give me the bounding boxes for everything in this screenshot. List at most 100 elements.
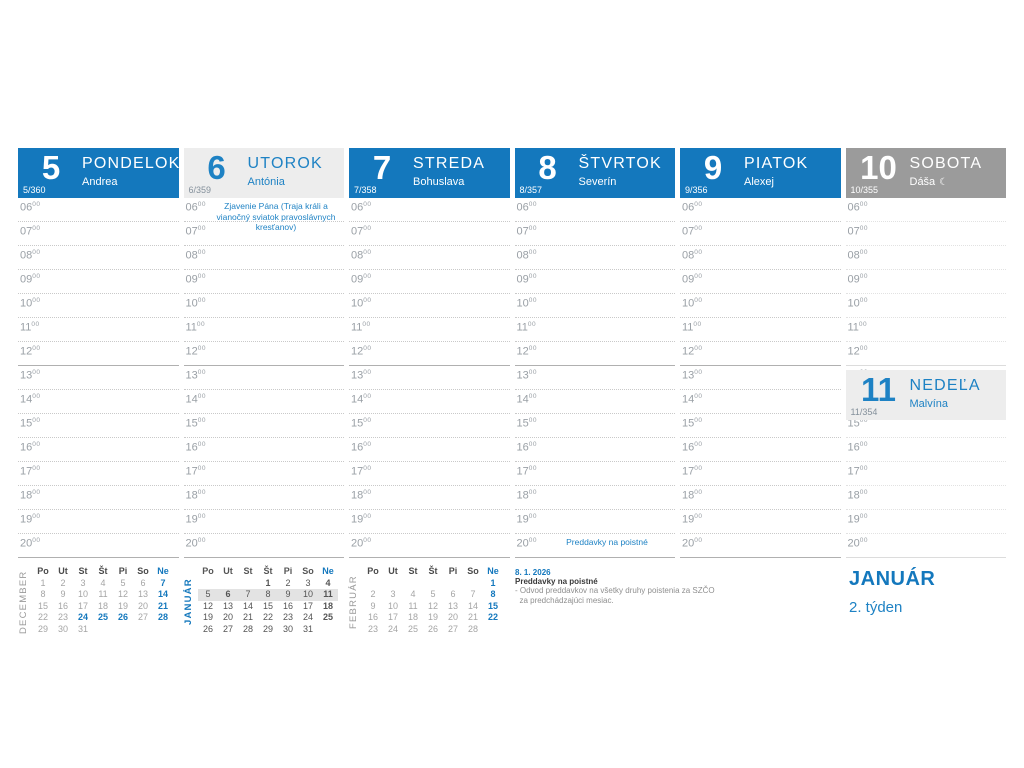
hour-row: 2000	[349, 534, 510, 558]
mini-calendar-week-row: 5 6 7 8 9 10 11	[198, 589, 338, 601]
mini-calendar-month-label: DECEMBER	[18, 570, 29, 634]
hour-label: 1400	[682, 393, 703, 406]
hour-label: 1600	[847, 441, 868, 454]
hour-label: 0800	[847, 249, 868, 262]
hour-label: 0600	[351, 201, 372, 214]
mini-calendar-date	[153, 624, 173, 636]
mini-calendar-week-row: 2 3 4 5 6 7 8	[363, 589, 503, 601]
day-note: Preddavky na poistné	[566, 537, 648, 547]
minute-superscript: 00	[197, 489, 206, 496]
day-of-year: 6/359	[188, 185, 212, 195]
hour-label: 0700	[20, 225, 41, 238]
minute-superscript: 00	[32, 369, 41, 376]
minute-superscript: 00	[363, 225, 372, 232]
minute-superscript: 00	[859, 345, 868, 352]
mini-calendar-date: 29	[262, 623, 273, 634]
mini-calendar-date: 8	[265, 589, 271, 599]
hour-label: 1800	[20, 489, 41, 502]
mini-calendar-day-header: Ne	[322, 566, 334, 576]
hour-row: 1600	[183, 438, 344, 462]
hour-label: 1500	[185, 417, 206, 430]
mini-calendar-date: 16	[367, 612, 378, 622]
day-of-year: 8/357	[519, 185, 543, 195]
minute-superscript: 00	[694, 537, 703, 544]
hour-row: 2000	[18, 534, 179, 558]
minute-superscript: 00	[363, 297, 372, 304]
hour-label: 1600	[185, 441, 206, 454]
bottom-strip: DECEMBER Po Ut St Št Pi So Ne 1 2 3 4 5 6 7 8 9 10 11 12 13 1…	[18, 566, 1006, 638]
minute-superscript: 00	[528, 369, 537, 376]
mini-calendar-date: 5	[120, 577, 126, 588]
hour-row: 1100	[18, 318, 179, 342]
day-of-year: 7/358	[354, 185, 377, 195]
minute-superscript: 00	[32, 297, 41, 304]
mini-calendar-day-header: Pi	[118, 566, 128, 576]
hour-label: 1700	[20, 465, 41, 478]
minute-superscript: 00	[528, 201, 537, 208]
hour-label: 1500	[516, 417, 537, 430]
hour-row: 1400	[18, 390, 179, 414]
hour-label: 1400	[20, 393, 41, 406]
minute-superscript: 00	[528, 345, 537, 352]
hour-row: 0900	[349, 270, 510, 294]
mini-calendar-date: 26	[202, 623, 213, 634]
minute-superscript: 00	[32, 489, 41, 496]
minute-superscript: 00	[528, 441, 537, 448]
day-column-pondelok: 5 5/360 PONDELOK Andrea 0600 0700 0800 0900 1000…	[18, 148, 179, 558]
mini-calendar-date	[238, 578, 258, 590]
mini-calendar-date	[318, 624, 338, 636]
mini-calendar-date: 3	[80, 577, 86, 588]
mini-calendar-date: 10	[302, 589, 313, 599]
mini-calendar-date: 22	[37, 612, 48, 622]
day-number: 6	[207, 149, 226, 186]
hour-label: 0700	[847, 225, 868, 238]
minute-superscript: 00	[197, 441, 206, 448]
hour-label: 1000	[682, 297, 703, 310]
hour-row: 1800	[183, 486, 344, 510]
day-column-štvrtok: 8 8/357 ŠTVRTOK Severín 0600 0700 0800 0900 1000…	[514, 148, 675, 558]
mini-calendar-február: FEBRUÁR Po Ut St Št Pi So Ne 1 2 3 4 5 6 7 8 9 10 11 12 13 14…	[348, 566, 513, 638]
mini-calendar-week-row: 23 24 25 26 27 28	[363, 624, 503, 636]
mini-calendar-date: 23	[282, 612, 293, 622]
notes-block: 8. 1. 2026 Preddavky na poistné - Odvod …	[513, 566, 845, 638]
minute-superscript: 00	[694, 369, 703, 376]
mini-calendar-date: 19	[117, 600, 128, 611]
hour-row: 1900	[183, 510, 344, 534]
mini-calendar-date: 15	[262, 600, 273, 611]
mini-calendar-day-header: Št	[263, 566, 273, 576]
hour-row: 1600	[680, 438, 841, 462]
mini-calendar-day-header: Ut	[388, 566, 398, 576]
minute-superscript: 00	[528, 249, 537, 256]
hour-rows: 0600 Zjavenie Pána (Traja králi a vianočn…	[183, 198, 344, 558]
mini-calendar-date: 29	[37, 623, 48, 634]
note-title: Preddavky na poistné	[515, 577, 598, 586]
mini-calendar-date	[198, 578, 218, 590]
minute-superscript: 00	[197, 417, 206, 424]
mini-calendar-date: 26	[427, 623, 438, 634]
hour-label: 0700	[516, 225, 537, 238]
mini-calendar-date: 25	[407, 623, 418, 634]
hour-label: 1300	[185, 369, 206, 382]
hour-rows: 0600 0700 0800 0900 1000 1100 1200 1300 1400 1500…	[349, 198, 510, 558]
mini-calendar-date: 3	[390, 589, 396, 599]
hour-row: 1600	[514, 438, 675, 462]
hour-row: 1900	[514, 510, 675, 534]
hour-label: 0900	[516, 273, 537, 286]
mini-calendar-date	[363, 578, 383, 590]
hour-row: 0800	[18, 246, 179, 270]
mini-calendar-date: 11	[408, 600, 418, 611]
hour-label: 1200	[516, 345, 537, 358]
day-header-utorok: 6 6/359 UTOROK Antónia	[183, 148, 344, 198]
hour-label: 2000	[516, 537, 537, 550]
mini-calendar-date: 20	[447, 612, 458, 622]
hour-label: 1200	[351, 345, 372, 358]
hour-row: 1100	[183, 318, 344, 342]
mini-calendar-date: 7	[160, 577, 166, 588]
mini-calendar-date: 20	[222, 612, 233, 622]
mini-calendar-date: 1	[40, 577, 46, 588]
hour-label: 0600	[847, 201, 868, 214]
hour-row: 1000	[514, 294, 675, 318]
hour-label: 1000	[20, 297, 41, 310]
hour-row: 0800	[514, 246, 675, 270]
minute-superscript: 00	[694, 249, 703, 256]
